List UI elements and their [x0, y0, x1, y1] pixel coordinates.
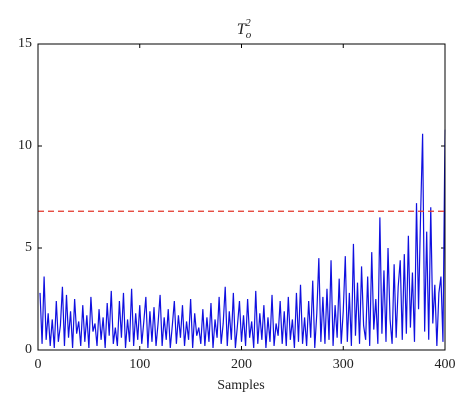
y-tick-label: 10: [18, 138, 32, 153]
y-tick-label: 15: [18, 36, 32, 51]
x-tick-label: 400: [435, 357, 456, 372]
title-sub: o: [246, 29, 252, 41]
plot-frame: [37, 43, 446, 351]
x-tick-label: 100: [129, 357, 150, 372]
x-tick-label: 0: [35, 357, 42, 372]
title-sup: 2: [245, 17, 251, 29]
data-line: [39, 129, 446, 349]
x-axis-label: Samples: [217, 378, 264, 393]
x-tick-label: 300: [333, 357, 354, 372]
x-tick-label: 200: [231, 357, 252, 372]
title-base: T: [237, 21, 247, 38]
y-tick-label: 5: [25, 240, 32, 255]
chart-title: To2: [237, 17, 252, 41]
y-tick-label: 0: [25, 342, 32, 357]
